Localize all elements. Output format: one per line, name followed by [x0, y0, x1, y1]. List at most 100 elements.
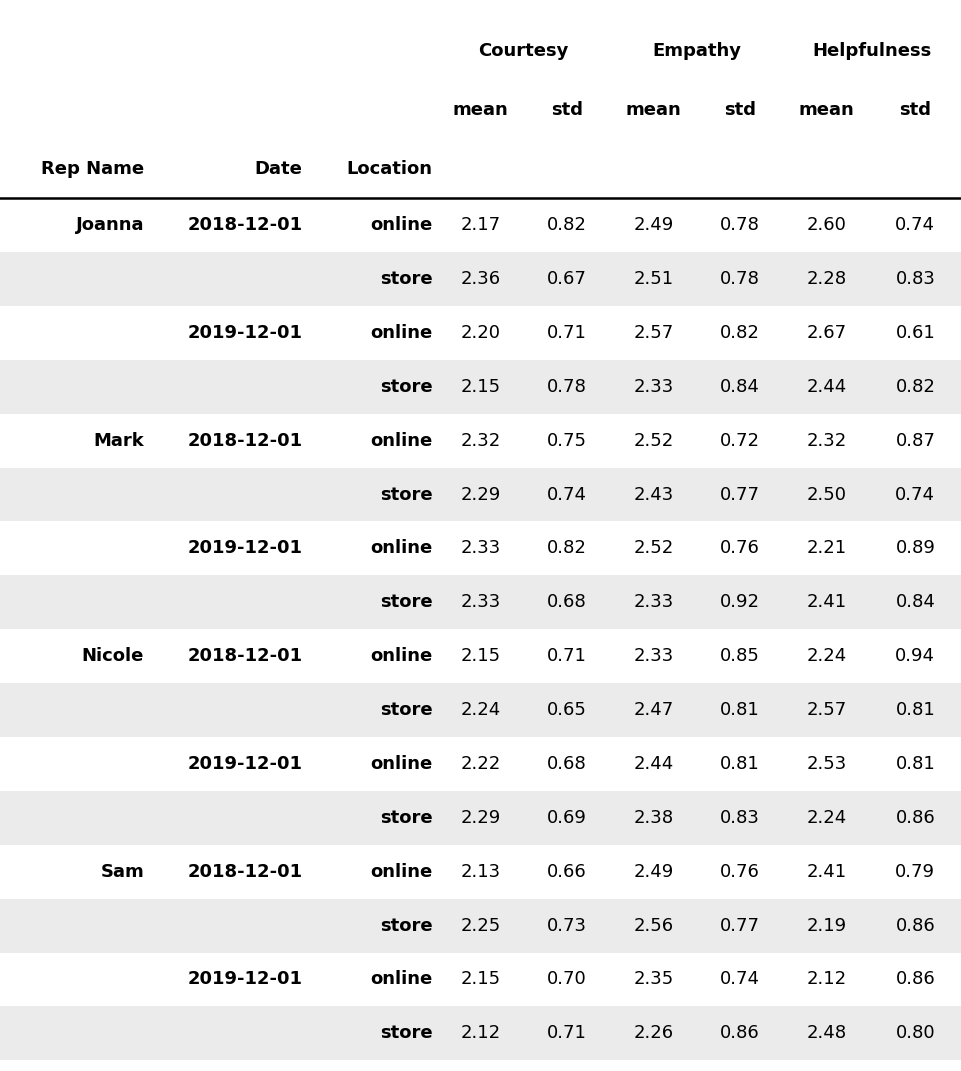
Text: 2019-12-01: 2019-12-01: [187, 323, 303, 342]
Text: 2.33: 2.33: [633, 378, 674, 395]
Text: 0.80: 0.80: [896, 1024, 935, 1042]
Text: 0.81: 0.81: [896, 702, 935, 719]
Text: 0.78: 0.78: [547, 378, 587, 395]
Text: 2019-12-01: 2019-12-01: [187, 970, 303, 989]
Text: std: std: [724, 101, 756, 119]
Text: Nicole: Nicole: [82, 647, 144, 665]
Text: 2.22: 2.22: [460, 755, 501, 773]
Text: 2.44: 2.44: [633, 755, 674, 773]
Text: 2.33: 2.33: [633, 593, 674, 612]
Text: 2.57: 2.57: [806, 702, 847, 719]
Text: 0.68: 0.68: [547, 755, 587, 773]
Text: Rep Name: Rep Name: [41, 160, 144, 178]
Text: 2.29: 2.29: [460, 809, 501, 827]
Text: 2.49: 2.49: [633, 216, 674, 235]
Text: 2.33: 2.33: [460, 593, 501, 612]
Text: 0.82: 0.82: [720, 323, 760, 342]
Text: 0.94: 0.94: [896, 647, 935, 665]
Text: 0.82: 0.82: [547, 216, 587, 235]
Text: 0.72: 0.72: [720, 432, 760, 450]
Text: Location: Location: [347, 160, 432, 178]
Text: 0.86: 0.86: [896, 917, 935, 935]
Text: mean: mean: [626, 101, 681, 119]
Text: 2.15: 2.15: [460, 378, 501, 395]
Text: 2.25: 2.25: [460, 917, 501, 935]
Text: 0.65: 0.65: [547, 702, 587, 719]
Text: online: online: [370, 970, 432, 989]
Text: online: online: [370, 863, 432, 880]
Bar: [0, 630, 961, 683]
Bar: [0, 683, 961, 737]
Text: 2.12: 2.12: [806, 970, 847, 989]
Text: 2019-12-01: 2019-12-01: [187, 755, 303, 773]
Text: 2.36: 2.36: [460, 270, 501, 288]
Bar: [0, 522, 961, 575]
Text: 2.21: 2.21: [806, 540, 847, 557]
Text: online: online: [370, 432, 432, 450]
Bar: [0, 1007, 961, 1060]
Text: 2.44: 2.44: [806, 378, 847, 395]
Text: 0.83: 0.83: [896, 270, 935, 288]
Text: 0.86: 0.86: [896, 970, 935, 989]
Text: 0.77: 0.77: [720, 485, 760, 503]
Text: 0.81: 0.81: [896, 755, 935, 773]
Text: std: std: [551, 101, 583, 119]
Text: 2.29: 2.29: [460, 485, 501, 503]
Text: Date: Date: [255, 160, 303, 178]
Text: 2.38: 2.38: [633, 809, 674, 827]
Text: 2.35: 2.35: [633, 970, 674, 989]
Text: 2019-12-01: 2019-12-01: [187, 540, 303, 557]
Text: 0.73: 0.73: [547, 917, 587, 935]
Text: 2.12: 2.12: [460, 1024, 501, 1042]
Text: 2.13: 2.13: [460, 863, 501, 880]
Bar: [0, 0, 961, 198]
Text: 0.82: 0.82: [896, 378, 935, 395]
Text: 2.53: 2.53: [806, 755, 847, 773]
Text: online: online: [370, 755, 432, 773]
Text: 0.87: 0.87: [896, 432, 935, 450]
Text: 0.70: 0.70: [547, 970, 587, 989]
Text: 2.33: 2.33: [633, 647, 674, 665]
Bar: [0, 198, 961, 252]
Text: 0.74: 0.74: [896, 485, 935, 503]
Text: 0.76: 0.76: [720, 863, 760, 880]
Bar: [0, 899, 961, 952]
Text: online: online: [370, 323, 432, 342]
Text: 0.66: 0.66: [547, 863, 587, 880]
Text: store: store: [380, 809, 432, 827]
Text: 2.28: 2.28: [806, 270, 847, 288]
Text: 2.60: 2.60: [806, 216, 847, 235]
Text: 0.85: 0.85: [720, 647, 760, 665]
Text: 2.52: 2.52: [633, 540, 674, 557]
Text: 0.77: 0.77: [720, 917, 760, 935]
Text: store: store: [380, 378, 432, 395]
Text: 0.81: 0.81: [720, 755, 760, 773]
Bar: [0, 360, 961, 413]
Bar: [0, 790, 961, 845]
Text: Mark: Mark: [93, 432, 144, 450]
Text: 0.74: 0.74: [720, 970, 760, 989]
Text: 0.68: 0.68: [547, 593, 587, 612]
Text: 2.20: 2.20: [460, 323, 501, 342]
Bar: [0, 306, 961, 360]
Bar: [0, 952, 961, 1007]
Text: 2018-12-01: 2018-12-01: [187, 647, 303, 665]
Text: Empathy: Empathy: [653, 42, 741, 60]
Text: 2.51: 2.51: [633, 270, 674, 288]
Text: 2.48: 2.48: [806, 1024, 847, 1042]
Text: store: store: [380, 593, 432, 612]
Text: 2.67: 2.67: [806, 323, 847, 342]
Text: store: store: [380, 917, 432, 935]
Text: 0.71: 0.71: [547, 1024, 587, 1042]
Bar: [0, 737, 961, 790]
Text: 0.84: 0.84: [896, 593, 935, 612]
Text: 2.15: 2.15: [460, 647, 501, 665]
Text: 0.86: 0.86: [896, 809, 935, 827]
Text: 0.67: 0.67: [547, 270, 587, 288]
Text: 2.17: 2.17: [460, 216, 501, 235]
Text: 0.89: 0.89: [896, 540, 935, 557]
Text: 0.75: 0.75: [547, 432, 587, 450]
Text: 2.57: 2.57: [633, 323, 674, 342]
Text: mean: mean: [453, 101, 508, 119]
Text: 0.76: 0.76: [720, 540, 760, 557]
